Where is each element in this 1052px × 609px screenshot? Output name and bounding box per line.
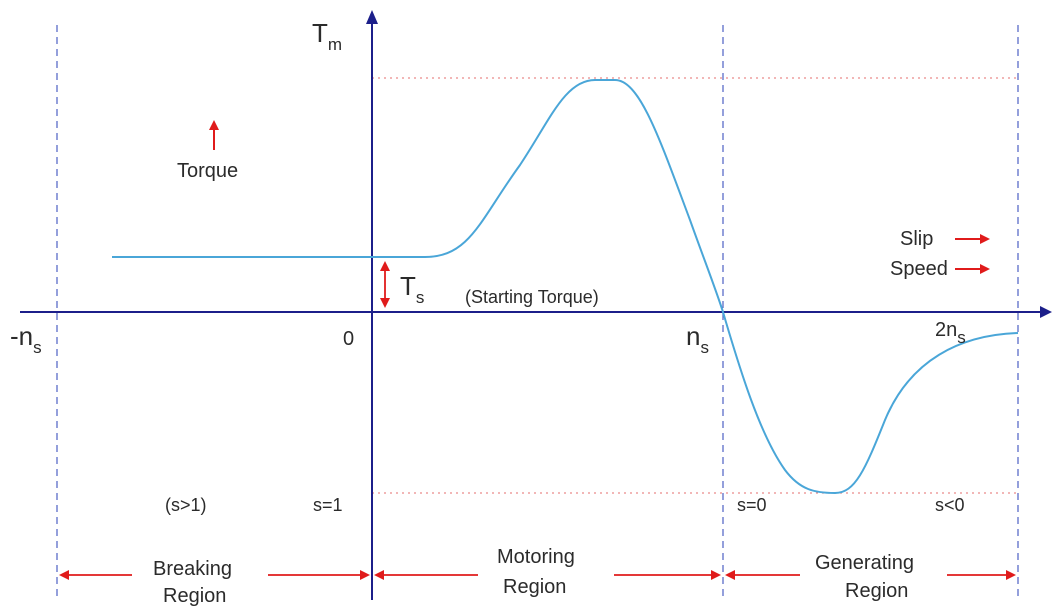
- y-axis-arrowhead: [366, 10, 378, 24]
- x-axis-arrowhead: [1040, 306, 1052, 318]
- tick-label-2ns: 2ns: [935, 319, 966, 347]
- generating-region-label-line1: Generating: [815, 552, 914, 574]
- torque-speed-curve: [112, 79, 1019, 495]
- starting-torque-symbol: Ts: [400, 271, 424, 307]
- braking-region-label-line1: Breaking: [153, 558, 232, 580]
- y-axis-label: Tm: [312, 18, 342, 54]
- slip-gt1-label: (s>1): [165, 495, 207, 515]
- motoring-region-label-line2: Region: [503, 576, 566, 598]
- tick-label-ns: ns: [686, 321, 709, 357]
- slip-eq1-label: s=1: [313, 495, 343, 515]
- motoring-region-label-line1: Motoring: [497, 546, 575, 568]
- slip-eq0-label: s=0: [737, 495, 767, 515]
- speed-label: Speed: [890, 258, 948, 280]
- slip-label: Slip: [900, 228, 933, 250]
- starting-torque-label: (Starting Torque): [465, 287, 599, 307]
- tick-label-zero: 0: [343, 328, 354, 350]
- generating-region-label-line2: Region: [845, 580, 908, 602]
- tick-label-neg-ns: -ns: [10, 321, 42, 357]
- torque-note: Torque: [177, 160, 238, 182]
- braking-region-label-line2: Region: [163, 585, 226, 607]
- slip-lt0-label: s<0: [935, 495, 965, 515]
